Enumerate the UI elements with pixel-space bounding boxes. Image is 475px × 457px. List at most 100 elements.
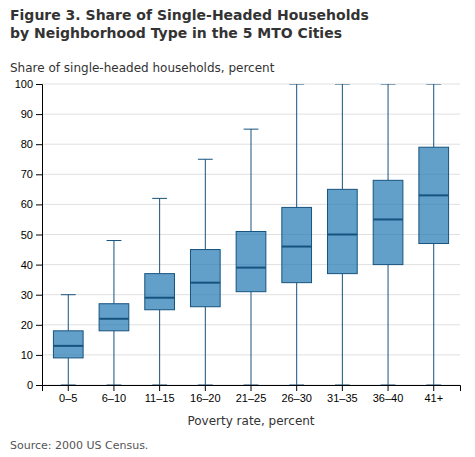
cap-high <box>107 240 122 241</box>
x-tick-mark <box>159 385 160 391</box>
x-tick-label: 11–15 <box>145 392 175 404</box>
grid <box>42 84 460 385</box>
title-line: Figure 3. Share of Single-Headed Househo… <box>10 7 369 23</box>
median <box>236 267 266 269</box>
y-tick-mark <box>36 84 42 85</box>
box <box>190 250 220 307</box>
x-tick-label: 41+ <box>424 392 443 404</box>
cap-low <box>244 385 259 386</box>
y-tick-label: 0 <box>27 379 33 391</box>
y-tick: 30 <box>21 289 42 301</box>
title-line: by Neighborhood Type in the 5 MTO Cities <box>10 25 342 41</box>
median <box>145 297 175 299</box>
box <box>328 189 358 273</box>
x-tick-mark <box>113 385 114 391</box>
cap-low <box>426 385 441 386</box>
median <box>53 345 83 347</box>
y-tick-label: 60 <box>21 198 33 210</box>
cap-high <box>198 159 213 160</box>
x-tick-label: 6–10 <box>102 392 126 404</box>
box-group <box>99 241 129 385</box>
x-tick: 36–40 <box>373 385 404 404</box>
cap-low <box>335 385 350 386</box>
whisker-low <box>68 358 69 385</box>
box <box>373 180 403 264</box>
x-axis: 0–56–1011–1516–2021–2526–3031–3536–4041+ <box>43 385 461 404</box>
median <box>419 194 449 196</box>
cap-high <box>61 294 76 295</box>
y-tick-mark <box>36 385 42 386</box>
cap-high <box>152 198 167 199</box>
median <box>328 234 358 236</box>
whisker-high <box>113 241 114 304</box>
x-tick-mark <box>205 385 206 391</box>
whisker-high <box>342 84 343 189</box>
x-tick-label: 31–35 <box>327 392 358 404</box>
box <box>53 331 83 358</box>
y-tick: 70 <box>21 168 42 180</box>
box <box>236 231 266 291</box>
y-tick: 60 <box>21 198 42 210</box>
grid-line <box>42 84 460 85</box>
x-tick-label: 36–40 <box>373 392 404 404</box>
y-tick-mark <box>36 114 42 115</box>
y-tick-mark <box>36 144 42 145</box>
y-tick: 40 <box>21 259 42 271</box>
y-tick: 50 <box>21 229 42 241</box>
box-group <box>328 84 358 385</box>
x-axis-title: Poverty rate, percent <box>187 414 314 428</box>
y-tick-label: 100 <box>15 78 33 90</box>
cap-low <box>61 385 76 386</box>
cap-low <box>107 385 122 386</box>
y-tick: 80 <box>21 138 42 150</box>
x-tick: 21–25 <box>236 385 267 404</box>
box <box>419 147 449 243</box>
whisker-low <box>342 274 343 385</box>
x-tick-mark <box>296 385 297 391</box>
box-group <box>145 198 175 385</box>
box <box>282 207 312 282</box>
whisker-high <box>205 159 206 249</box>
y-axis-title: Share of single-headed households, perce… <box>10 61 275 75</box>
median <box>373 218 403 220</box>
y-axis: 0102030405060708090100 <box>15 78 43 391</box>
box-group <box>53 295 83 385</box>
cap-low <box>289 385 304 386</box>
x-axis-line <box>43 386 461 392</box>
whisker-low <box>433 244 434 385</box>
whisker-low <box>205 307 206 385</box>
y-tick-mark <box>36 325 42 326</box>
y-tick: 0 <box>27 379 42 391</box>
y-tick-label: 10 <box>21 349 33 361</box>
x-tick-label: 21–25 <box>236 392 267 404</box>
whisker-low <box>159 310 160 385</box>
x-tick-mark <box>433 385 434 391</box>
x-tick-label: 16–20 <box>190 392 221 404</box>
y-tick-mark <box>36 295 42 296</box>
cap-low <box>381 385 396 386</box>
y-tick-label: 70 <box>21 168 33 180</box>
chart: Figure 3. Share of Single-Headed Househo… <box>0 0 475 457</box>
x-tick-mark <box>68 385 69 391</box>
y-axis-line <box>36 85 43 386</box>
y-tick-mark <box>36 265 42 266</box>
cap-high <box>381 84 396 85</box>
cap-high <box>244 129 259 130</box>
y-tick-label: 40 <box>21 259 33 271</box>
source-note: Source: 2000 US Census. <box>10 439 148 452</box>
box-group <box>373 84 403 385</box>
y-tick-label: 20 <box>21 319 33 331</box>
x-tick-mark <box>251 385 252 391</box>
box-group <box>282 84 312 385</box>
whisker-high <box>296 84 297 207</box>
cap-low <box>198 385 213 386</box>
x-tick-label: 0–5 <box>59 392 77 404</box>
median <box>190 282 220 284</box>
whisker-low <box>388 265 389 385</box>
y-tick-mark <box>36 355 42 356</box>
whisker-low <box>113 331 114 385</box>
y-tick: 10 <box>21 349 42 361</box>
whisker-high <box>433 84 434 147</box>
box <box>99 304 129 331</box>
x-tick: 6–10 <box>102 385 126 404</box>
